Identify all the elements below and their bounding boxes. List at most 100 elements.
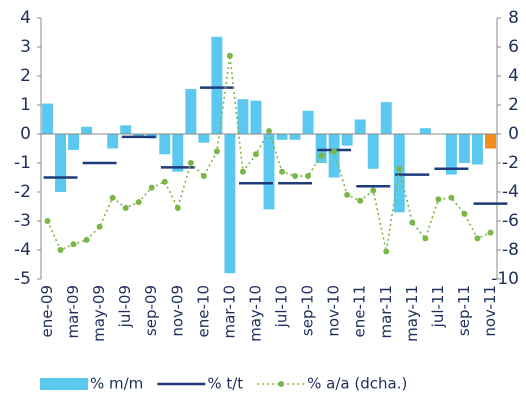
y2-tick-label: 2: [508, 95, 519, 115]
point: [187, 160, 194, 166]
point: [213, 148, 220, 155]
bar: [289, 134, 301, 140]
legend-swatch: [278, 381, 285, 387]
bar: [471, 134, 483, 165]
legend-label: % a/a (dcha.): [307, 375, 407, 393]
x-tick-label: mar-10: [220, 285, 238, 339]
bar: [328, 134, 340, 178]
x-tick-label: nov-09: [168, 285, 186, 337]
point: [122, 204, 129, 211]
bar: [68, 134, 80, 150]
x-tick-label: may-09: [90, 285, 108, 342]
bar: [302, 110, 314, 134]
point: [383, 248, 390, 255]
bar: [458, 134, 470, 163]
x-tick-label: ene-10: [194, 285, 212, 337]
y2-tick-label: -4: [502, 182, 519, 202]
bar: [185, 89, 197, 134]
y-tick-label: -1: [14, 153, 31, 173]
point: [44, 218, 51, 224]
bar: [485, 134, 496, 149]
point: [422, 235, 429, 242]
y-tick-label: -4: [14, 240, 31, 260]
point: [200, 173, 207, 180]
point: [83, 236, 90, 243]
point: [252, 151, 259, 158]
bar: [159, 134, 171, 155]
bar: [211, 36, 223, 134]
point: [96, 223, 103, 230]
bar: [354, 119, 366, 134]
point: [279, 168, 286, 175]
x-tick-label: may-11: [403, 285, 421, 342]
point: [474, 235, 481, 242]
bar: [224, 134, 236, 274]
point: [344, 191, 351, 198]
bar: [367, 134, 379, 169]
point: [435, 196, 442, 203]
point: [331, 148, 338, 155]
legend-swatch: [40, 378, 88, 390]
point: [292, 173, 299, 180]
point: [305, 173, 312, 180]
point: [461, 210, 468, 217]
bar: [380, 102, 392, 134]
point: [266, 128, 272, 135]
y-tick-label: -3: [14, 211, 31, 231]
y2-tick-label: -10: [491, 269, 519, 289]
x-tick-label: nov-11: [481, 285, 499, 337]
bar: [250, 100, 262, 134]
point: [239, 168, 246, 175]
y2-tick-label: 0: [508, 124, 519, 144]
point: [318, 152, 325, 159]
x-tick-label: jul-11: [429, 285, 447, 328]
bar: [315, 134, 327, 163]
line: [46, 55, 491, 252]
y2-tick-label: -8: [502, 240, 519, 260]
point: [148, 184, 155, 191]
point: [448, 194, 455, 201]
bar: [263, 134, 275, 210]
y-tick-label: 1: [20, 95, 31, 115]
point: [226, 52, 233, 59]
bar: [276, 134, 288, 140]
bar: [419, 128, 431, 134]
x-tick-label: mar-11: [377, 285, 395, 339]
x-tick-label: jul-09: [116, 285, 134, 328]
bar: [445, 134, 457, 175]
x-tick-label: sep-10: [299, 285, 317, 336]
bar: [42, 103, 53, 134]
y-tick-label: 0: [20, 124, 31, 144]
point: [135, 199, 142, 206]
bar: [198, 134, 210, 143]
bar: [133, 134, 145, 137]
legend-label: % m/m: [90, 375, 143, 393]
y2-tick-label: 6: [508, 37, 519, 57]
bar: [172, 134, 184, 172]
bar: [237, 99, 249, 134]
point: [57, 247, 64, 253]
x-tick-label: ene-09: [38, 285, 56, 337]
x-tick-label: sep-09: [142, 285, 160, 336]
point: [70, 241, 77, 248]
point: [487, 229, 494, 236]
point: [409, 219, 416, 226]
legend-label: % t/t: [207, 375, 243, 393]
bar: [393, 134, 405, 213]
y2-tick-label: -2: [502, 153, 519, 173]
y-tick-label: -2: [14, 182, 31, 202]
point: [161, 178, 168, 185]
point: [109, 194, 116, 201]
x-tick-label: nov-10: [325, 285, 343, 337]
point: [396, 165, 403, 172]
y-tick-label: -5: [14, 269, 31, 289]
x-tick-label: mar-09: [64, 285, 82, 339]
bar: [341, 134, 353, 146]
x-tick-label: jul-10: [273, 285, 291, 328]
x-tick-label: may-10: [246, 285, 264, 342]
x-tick-label: sep-11: [455, 285, 473, 336]
point: [370, 187, 377, 194]
point: [174, 204, 181, 211]
point: [357, 197, 364, 204]
